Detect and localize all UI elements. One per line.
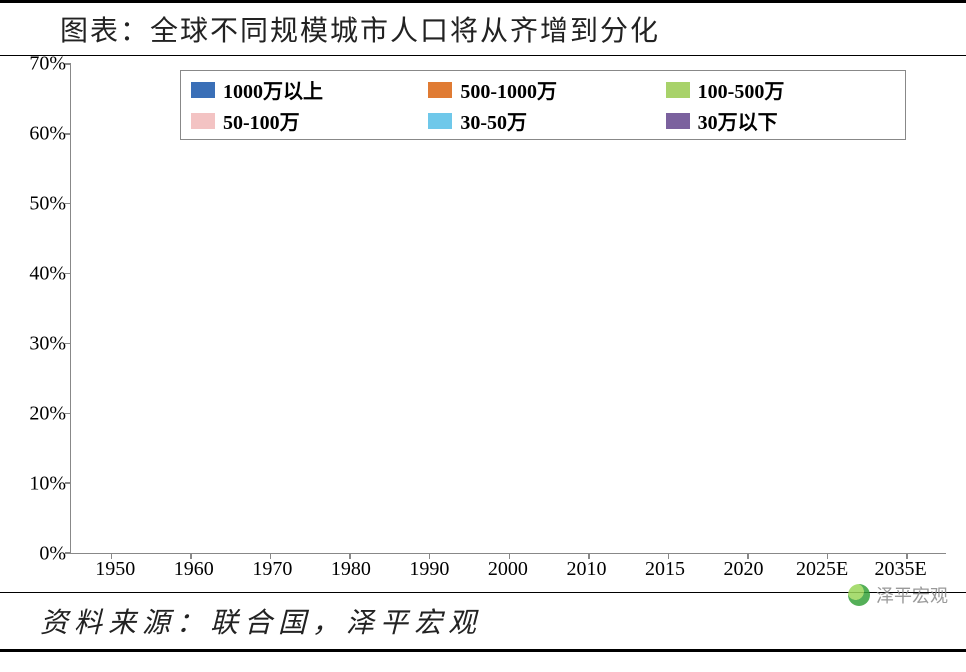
x-tick-label: 2015 [636, 554, 694, 584]
x-tick-label: 2020 [715, 554, 773, 584]
legend: 1000万以上 500-1000万 100-500万 50-100万 30-50万 30万… [180, 70, 906, 140]
y-tick-label: 10% [29, 473, 66, 496]
wechat-icon [848, 584, 870, 606]
x-tick-label: 1980 [322, 554, 380, 584]
y-tick-mark [65, 203, 71, 205]
legend-label: 30-50万 [460, 106, 527, 135]
y-tick-label: 0% [39, 543, 66, 566]
y-tick-mark [65, 482, 71, 484]
legend-swatch [666, 82, 690, 98]
legend-swatch [428, 113, 452, 129]
legend-swatch [428, 82, 452, 98]
legend-label: 500-1000万 [460, 75, 557, 104]
x-tick-label: 2010 [557, 554, 615, 584]
y-axis: 0%10%20%30%40%50%60%70% [22, 64, 70, 554]
legend-swatch [191, 82, 215, 98]
x-tick-label: 2035E [872, 554, 930, 584]
legend-label: 30万以下 [698, 106, 778, 135]
legend-item: 1000万以上 [191, 75, 420, 104]
y-tick-label: 30% [29, 333, 66, 356]
chart-area: 1000万以上 500-1000万 100-500万 50-100万 30-50万 30万… [70, 64, 946, 584]
y-tick-label: 60% [29, 123, 66, 146]
legend-label: 100-500万 [698, 75, 785, 104]
x-tick-label: 2025E [793, 554, 851, 584]
y-tick-label: 40% [29, 263, 66, 286]
legend-item: 100-500万 [666, 75, 895, 104]
y-tick-mark [65, 343, 71, 345]
watermark-text: 泽平宏观 [876, 582, 948, 608]
x-tick-label: 1960 [165, 554, 223, 584]
y-tick-label: 70% [29, 53, 66, 76]
y-tick-label: 20% [29, 403, 66, 426]
legend-item: 30万以下 [666, 106, 895, 135]
legend-label: 1000万以上 [223, 75, 323, 104]
watermark: 泽平宏观 [848, 582, 948, 608]
y-tick-label: 50% [29, 193, 66, 216]
y-tick-mark [65, 413, 71, 415]
x-tick-label: 1990 [400, 554, 458, 584]
legend-swatch [191, 113, 215, 129]
legend-item: 30-50万 [428, 106, 657, 135]
y-tick-mark [65, 63, 71, 65]
legend-label: 50-100万 [223, 106, 300, 135]
legend-swatch [666, 113, 690, 129]
legend-item: 500-1000万 [428, 75, 657, 104]
y-tick-mark [65, 133, 71, 135]
source-footer: 资料来源：联合国，泽平宏观 [0, 592, 966, 652]
legend-item: 50-100万 [191, 106, 420, 135]
chart-title: 图表：全球不同规模城市人口将从齐增到分化 [0, 0, 966, 56]
x-tick-label: 2000 [479, 554, 537, 584]
y-tick-mark [65, 273, 71, 275]
x-tick-label: 1970 [243, 554, 301, 584]
x-axis-labels: 1950 1960 1970 1980 1990 2000 2010 2015 2020 2025… [70, 554, 946, 584]
x-tick-label: 1950 [86, 554, 144, 584]
